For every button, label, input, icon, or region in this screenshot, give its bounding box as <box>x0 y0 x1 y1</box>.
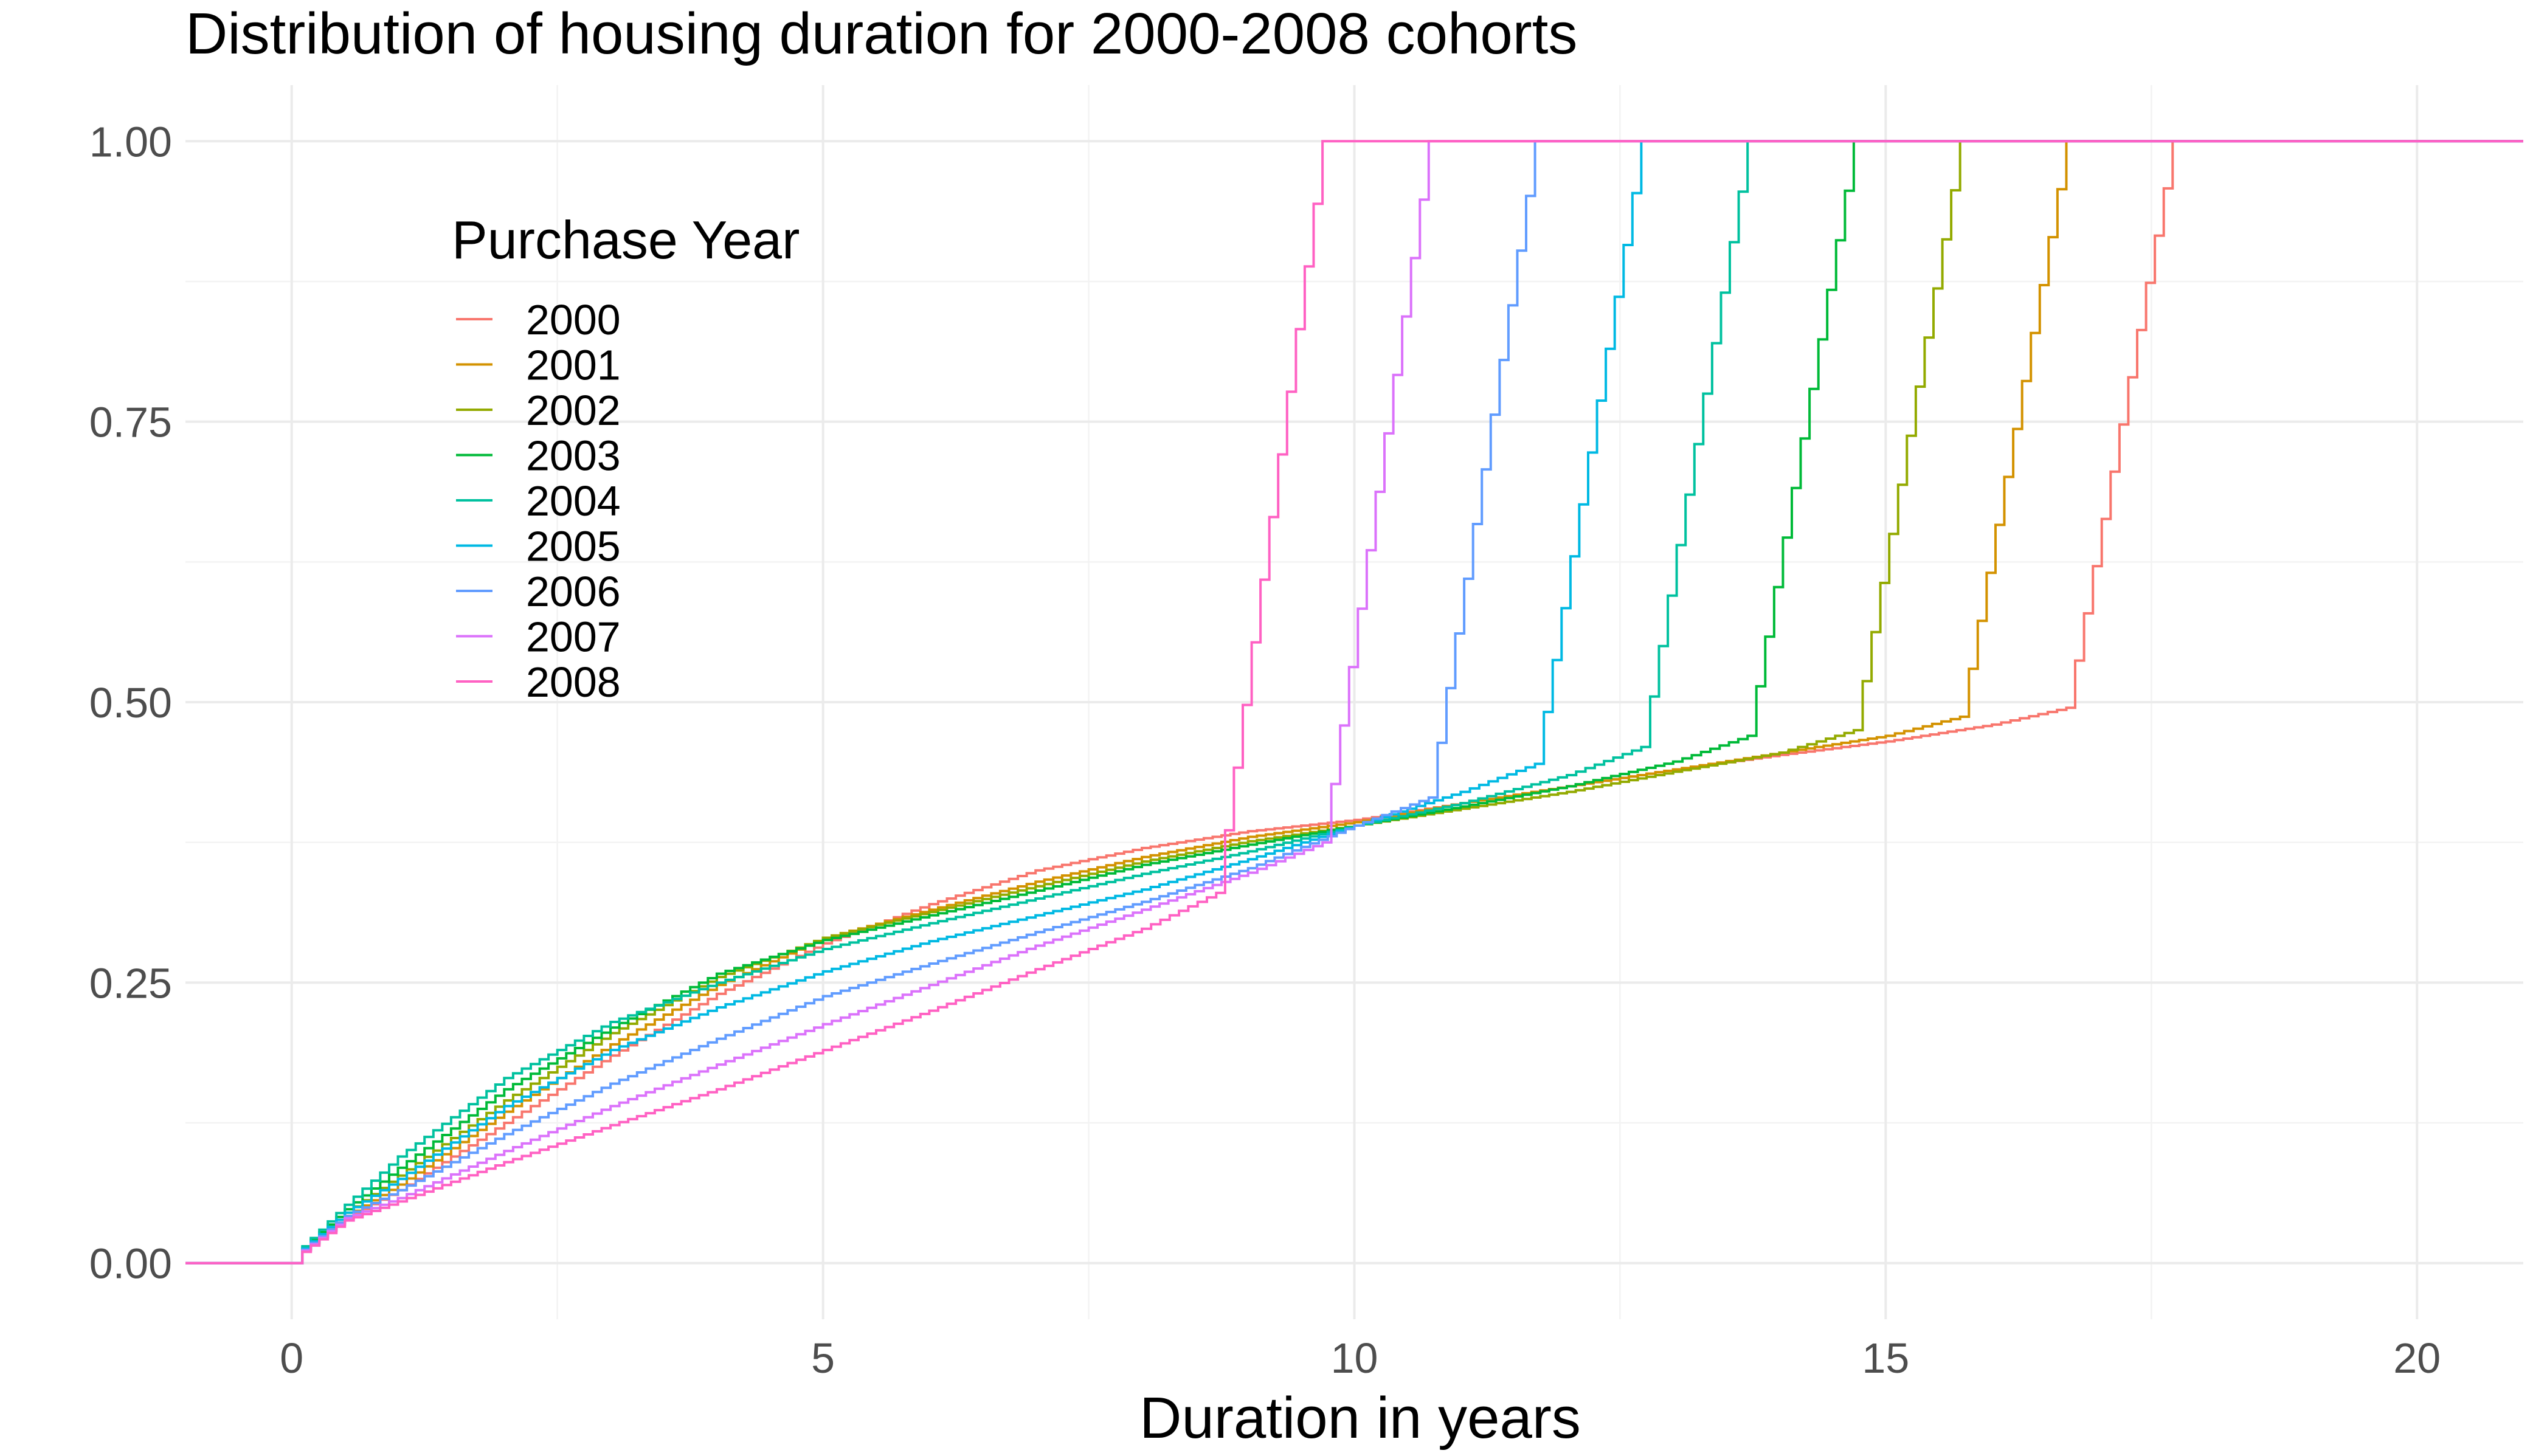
legend-title: Purchase Year <box>452 210 800 270</box>
y-tick-label: 0.00 <box>89 1240 172 1288</box>
x-axis-title: Duration in years <box>1139 1385 1581 1451</box>
legend-label-2000: 2000 <box>526 296 621 343</box>
series-line-2008 <box>185 140 2523 1265</box>
y-tick-label: 0.75 <box>89 399 172 446</box>
y-tick-label: 0.25 <box>89 959 172 1007</box>
legend-label-2005: 2005 <box>526 523 621 570</box>
y-tick-label: 0.50 <box>89 679 172 726</box>
legend-label-2001: 2001 <box>526 342 621 389</box>
legend-label-2004: 2004 <box>526 477 621 525</box>
x-axis-ticks: 0 5 10 15 20 <box>280 1334 2441 1382</box>
legend-label-2007: 2007 <box>526 613 621 661</box>
x-tick-label: 10 <box>1331 1334 1378 1382</box>
legend-label-2002: 2002 <box>526 387 621 434</box>
y-axis-ticks: 0.00 0.25 0.50 0.75 1.00 <box>89 118 172 1287</box>
x-tick-label: 0 <box>280 1334 303 1382</box>
x-tick-label: 5 <box>811 1334 835 1382</box>
x-tick-label: 20 <box>2393 1334 2441 1382</box>
legend-label-2008: 2008 <box>526 658 621 706</box>
series-line-2002 <box>185 140 2523 1265</box>
legend-label-2006: 2006 <box>526 568 621 615</box>
legend: Purchase Year 20002001200220032004200520… <box>452 210 800 706</box>
legend-label-2003: 2003 <box>526 432 621 480</box>
y-tick-label: 1.00 <box>89 118 172 165</box>
x-tick-label: 15 <box>1862 1334 1909 1382</box>
chart-title: Distribution of housing duration for 200… <box>185 1 1577 66</box>
series-lines <box>185 140 2523 1265</box>
series-line-2000 <box>185 140 2523 1265</box>
